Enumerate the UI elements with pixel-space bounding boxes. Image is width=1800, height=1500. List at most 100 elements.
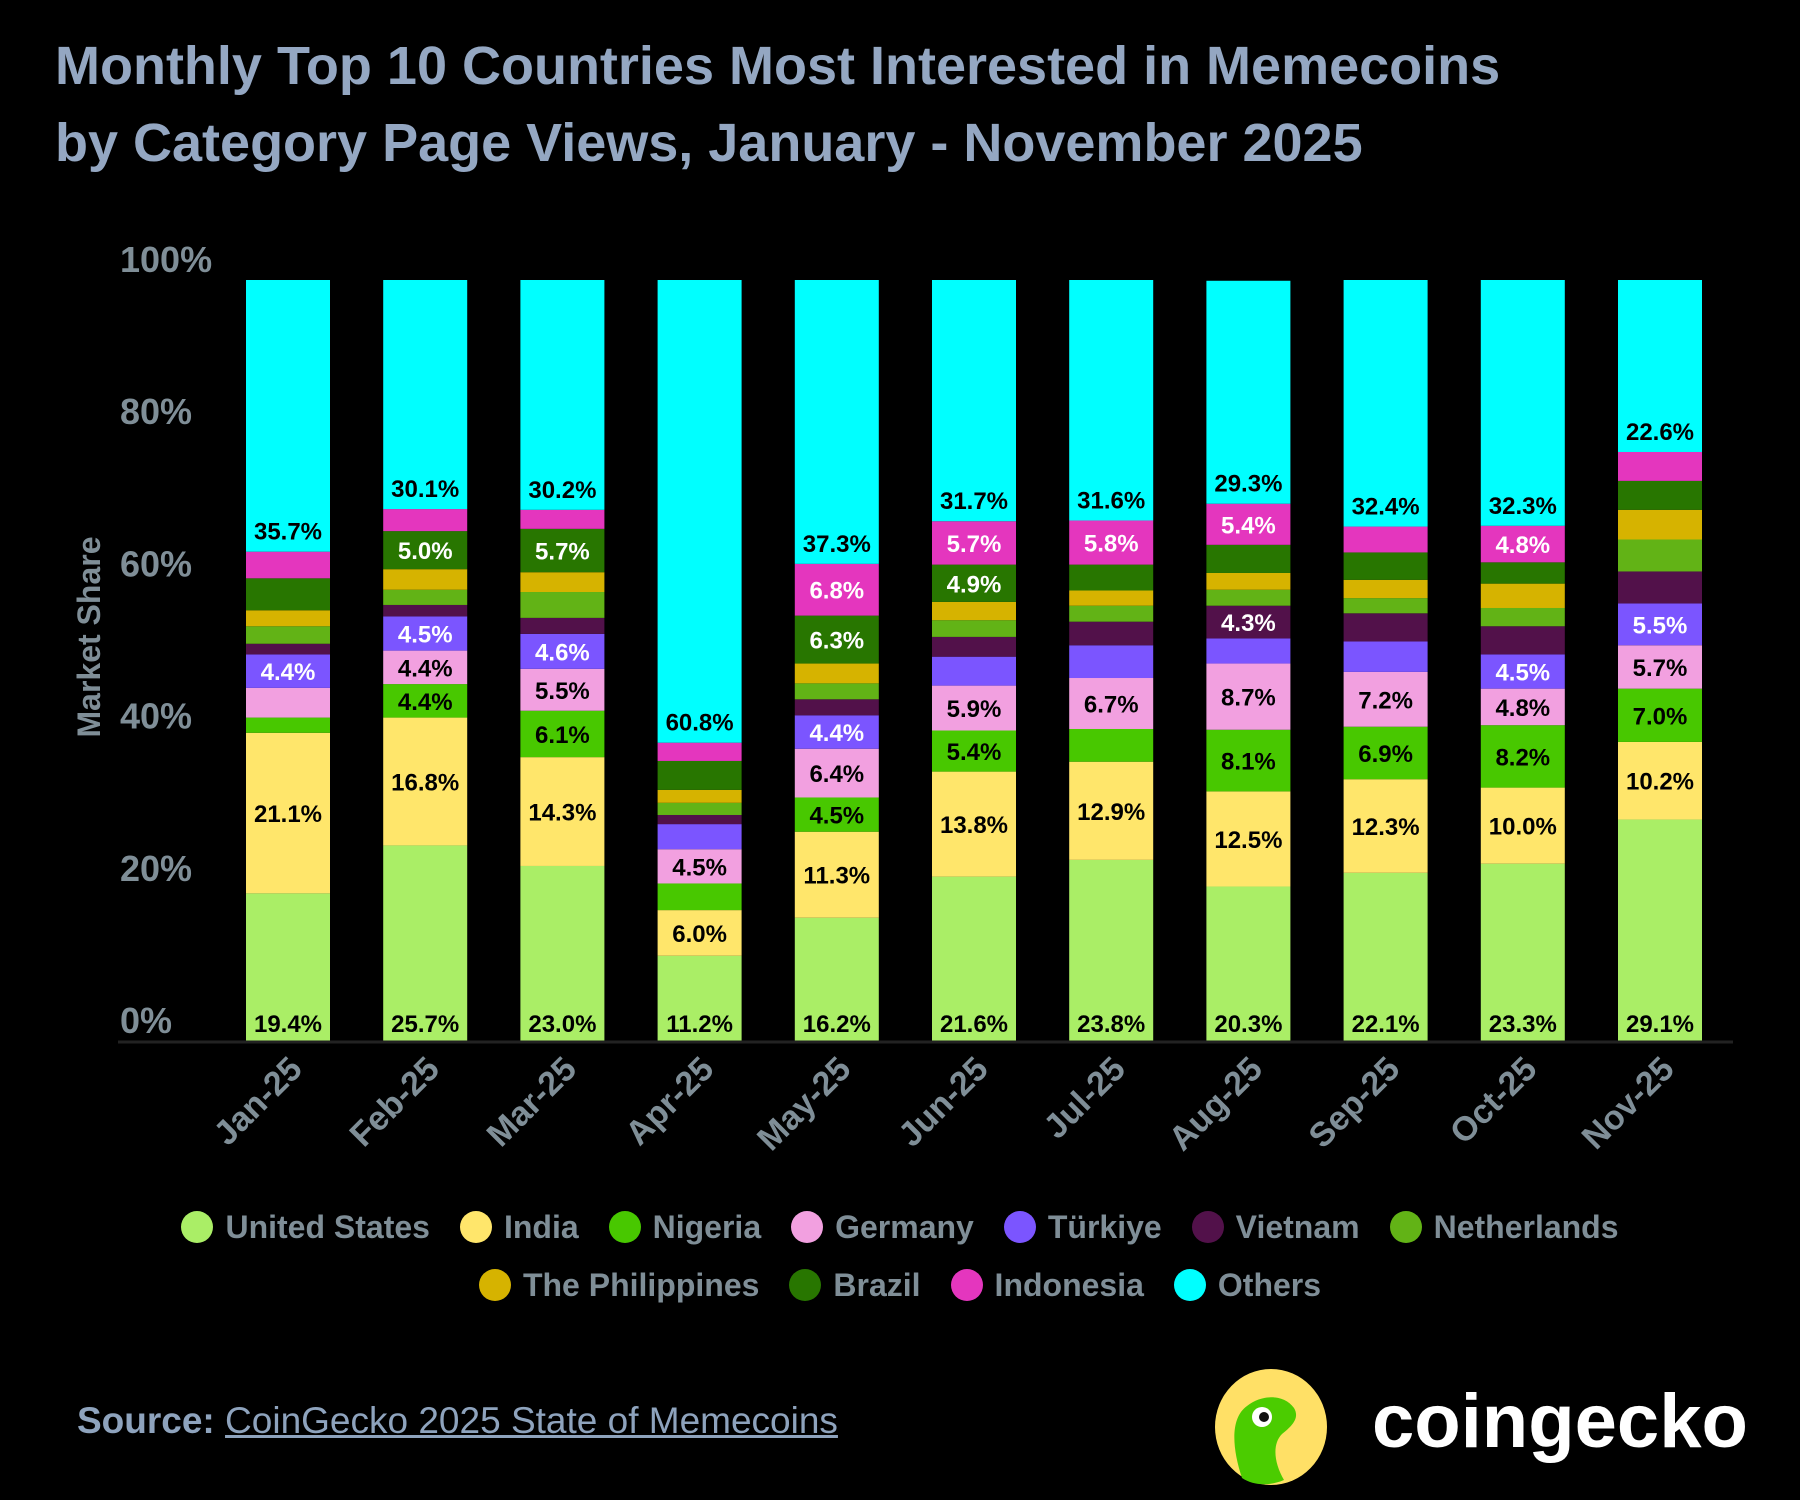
legend-swatch-icon bbox=[459, 1211, 492, 1243]
data-label: 12.5% bbox=[1214, 827, 1282, 854]
y-tick-label: 20% bbox=[120, 848, 192, 889]
data-label: 10.2% bbox=[1626, 769, 1694, 796]
data-label: 4.4% bbox=[398, 689, 453, 716]
x-tick-label: Jun-25 bbox=[891, 1050, 995, 1154]
bar-segment-united-states bbox=[794, 917, 879, 1041]
bar-segment-vietnam bbox=[932, 636, 1016, 657]
data-label: 11.2% bbox=[666, 1011, 733, 1038]
data-label: 25.7% bbox=[391, 1011, 459, 1038]
legend-swatch-icon bbox=[1191, 1211, 1224, 1243]
bar-segment-the-philippines bbox=[657, 789, 742, 803]
data-label: 6.3% bbox=[809, 628, 864, 655]
data-label: 4.5% bbox=[398, 621, 453, 648]
bar-segment-netherlands bbox=[1069, 605, 1154, 622]
bar-segment-india bbox=[932, 771, 1016, 877]
bar-segment-the-philippines bbox=[1480, 583, 1565, 608]
data-label: 6.0% bbox=[672, 921, 727, 948]
brand-wordmark: coingecko bbox=[1372, 1379, 1748, 1464]
data-label: 30.2% bbox=[528, 477, 596, 504]
bar-segment-others bbox=[1206, 280, 1291, 504]
bar-segment-germany bbox=[1480, 688, 1565, 726]
data-label: 12.3% bbox=[1352, 814, 1420, 841]
y-tick-label: 60% bbox=[120, 543, 192, 584]
bar-segment-t-rkiye bbox=[1343, 641, 1428, 672]
bar-segment-netherlands bbox=[383, 589, 468, 605]
bar-segment-indonesia bbox=[520, 509, 605, 529]
bar-segment-india bbox=[383, 717, 468, 846]
data-label: 5.7% bbox=[947, 531, 1002, 558]
bar-segment-brazil bbox=[794, 615, 879, 664]
bar-segment-vietnam bbox=[657, 814, 742, 825]
data-label: 4.4% bbox=[261, 659, 316, 686]
bar-segment-germany bbox=[932, 685, 1016, 731]
bar-segment-indonesia bbox=[1069, 520, 1154, 565]
legend-row-1: United States India Nigeria Germany Türkiye V… bbox=[0, 1205, 1800, 1249]
bar-segment-netherlands bbox=[1206, 589, 1291, 606]
data-label: 21.6% bbox=[940, 1011, 1008, 1038]
data-label: 5.9% bbox=[947, 696, 1002, 723]
x-tick-label: Oct-25 bbox=[1443, 1050, 1545, 1152]
data-label: 31.6% bbox=[1077, 487, 1145, 514]
bar-segment-united-states bbox=[520, 865, 605, 1041]
bar-segment-germany bbox=[246, 687, 330, 718]
data-label: 32.3% bbox=[1489, 493, 1557, 520]
data-label: 20.3% bbox=[1214, 1011, 1282, 1038]
legend-label: Brazil bbox=[833, 1267, 921, 1303]
bar-segment-india bbox=[1343, 779, 1428, 873]
legend-swatch-icon bbox=[791, 1211, 824, 1243]
bar-segment-others bbox=[520, 280, 605, 510]
bar-segment-india bbox=[1206, 791, 1291, 887]
data-label: 6.4% bbox=[809, 761, 864, 788]
bar-segment-vietnam bbox=[520, 617, 605, 634]
bar-segment-others bbox=[1069, 280, 1154, 521]
bar-segment-germany bbox=[1069, 678, 1154, 729]
data-label: 6.8% bbox=[809, 578, 864, 605]
bar-segment-germany bbox=[383, 650, 468, 685]
bar-segment-brazil bbox=[1618, 480, 1702, 510]
bar-segment-nigeria bbox=[1206, 729, 1291, 792]
bar-segment-germany bbox=[1343, 671, 1428, 727]
x-tick-label: Aug-25 bbox=[1162, 1050, 1270, 1158]
data-label: 8.2% bbox=[1495, 744, 1550, 771]
legend-swatch-icon bbox=[478, 1269, 511, 1301]
y-tick-label: 0% bbox=[120, 1000, 172, 1041]
bar-segment-indonesia bbox=[1206, 503, 1291, 545]
legend-item: Türkiye bbox=[1003, 1205, 1162, 1249]
bar-segment-united-states bbox=[1069, 859, 1154, 1041]
stacked-bar-chart: 0% 20% 40% 60% 80% 100% Market Share 19.4% 21.1%… bbox=[71, 239, 1733, 1158]
bar-segment-brazil bbox=[246, 578, 330, 611]
bar-segment-united-states bbox=[657, 955, 742, 1041]
data-label: 4.5% bbox=[1495, 660, 1550, 687]
title-line-2: by Category Page Views, January - Novemb… bbox=[55, 113, 1363, 173]
data-label: 14.3% bbox=[528, 800, 596, 827]
bar-segment-netherlands bbox=[794, 683, 879, 700]
bar-segment-brazil bbox=[383, 531, 468, 570]
source-line: Source: CoinGecko 2025 State of Memecoin… bbox=[77, 1400, 838, 1442]
bar-segment-brazil bbox=[1343, 552, 1428, 580]
bar-segment-others bbox=[657, 280, 742, 743]
bar-segment-the-philippines bbox=[520, 572, 605, 593]
x-tick-label: Sep-25 bbox=[1302, 1050, 1408, 1156]
legend-swatch-icon bbox=[608, 1211, 641, 1243]
bar-segment-indonesia bbox=[246, 551, 330, 579]
bar-segment-united-states bbox=[246, 893, 330, 1041]
bar-segment-t-rkiye bbox=[520, 633, 605, 669]
legend-item: Others bbox=[1173, 1263, 1321, 1307]
bar-segment-the-philippines bbox=[246, 610, 330, 627]
bar-segment-brazil bbox=[932, 564, 1016, 602]
source-link[interactable]: CoinGecko 2025 State of Memecoins bbox=[225, 1400, 838, 1441]
legend-swatch-icon bbox=[181, 1211, 214, 1243]
data-label: 8.7% bbox=[1221, 685, 1276, 712]
bar-segment-united-states bbox=[1206, 886, 1291, 1041]
bar-segment-others bbox=[246, 280, 330, 552]
data-label: 6.9% bbox=[1358, 741, 1413, 768]
data-label: 16.2% bbox=[803, 1011, 871, 1038]
data-label: 30.1% bbox=[391, 476, 459, 503]
bar-segment-united-states bbox=[383, 845, 468, 1041]
chart-title: Monthly Top 10 Countries Most Interested… bbox=[55, 28, 1775, 182]
bar-segment-united-states bbox=[1618, 819, 1702, 1041]
bar-segment-nigeria bbox=[1480, 725, 1565, 788]
legend-item: Vietnam bbox=[1191, 1205, 1360, 1249]
data-label: 4.8% bbox=[1495, 532, 1550, 559]
data-label: 4.5% bbox=[809, 803, 864, 830]
